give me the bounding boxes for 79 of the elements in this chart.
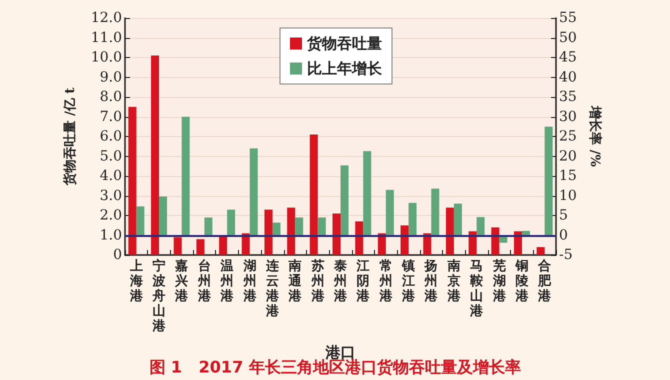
y2-tick-label: 35 <box>559 89 577 105</box>
x-tick-label: 温州港 <box>220 259 235 304</box>
legend-label: 货物吞吐量 <box>306 34 382 52</box>
y-tick-label: 7.0 <box>100 108 122 125</box>
bar <box>408 202 417 236</box>
y-tick-label: 11.0 <box>90 30 122 46</box>
y2-tick-label: 25 <box>559 128 577 144</box>
bar <box>544 126 553 236</box>
bar <box>363 151 372 236</box>
x-tick-label: 扬州港 <box>424 259 439 304</box>
bar <box>400 225 409 255</box>
bar <box>174 237 182 255</box>
y-tick-label: 6.0 <box>100 128 122 144</box>
y2-tick-label: 15 <box>559 168 577 184</box>
y2-tick-label: 0 <box>559 227 568 244</box>
bar <box>340 165 348 236</box>
y-tick-label: 1.0 <box>100 227 122 244</box>
y-tick-label: 5.0 <box>100 148 122 164</box>
y2-tick-label: 5 <box>559 208 568 224</box>
x-tick-label: 宁波舟山港 <box>152 258 167 334</box>
y2-tick-label: 10 <box>559 188 577 204</box>
y2-tick-label: 45 <box>559 50 577 66</box>
y-tick-label: 9.0 <box>100 69 122 86</box>
x-tick-label: 南京港 <box>446 259 462 304</box>
x-tick-label: 台州港 <box>196 258 212 304</box>
bar <box>310 134 318 255</box>
x-tick-label: 上海港 <box>128 259 144 304</box>
y-tick-label: 0 <box>113 247 122 263</box>
bar <box>151 56 160 255</box>
bar <box>423 233 432 255</box>
bar <box>264 210 272 255</box>
bar <box>242 233 250 255</box>
bar <box>476 217 485 236</box>
bar <box>536 247 545 255</box>
y2-tick-label: 40 <box>559 69 577 86</box>
x-tick-label: 苏州港 <box>310 259 326 304</box>
bar <box>128 106 136 255</box>
x-tick-label: 湖州港 <box>242 259 258 304</box>
bar <box>182 116 190 236</box>
legend-label: 比上年增长 <box>307 60 383 78</box>
bar <box>136 206 144 236</box>
y2-tick-label: 55 <box>559 10 577 26</box>
y-tick-label: 2.0 <box>100 208 122 224</box>
y2-tick-label: -5 <box>559 247 573 263</box>
bar <box>204 217 212 236</box>
x-tick-label: 泰州港 <box>333 259 348 304</box>
y-axis-title: 货物吞吐量 /亿 t <box>62 88 78 186</box>
bar <box>287 208 296 255</box>
x-tick-label: 常州港 <box>378 259 394 304</box>
y2-tick-label: 20 <box>559 148 577 164</box>
y-tick-label: 3.0 <box>100 188 122 204</box>
x-tick-label: 镇江港 <box>401 259 416 304</box>
y-tick-label: 10.0 <box>90 50 122 66</box>
y2-tick-label: 50 <box>559 30 577 46</box>
bar <box>196 239 204 255</box>
x-tick-label: 南通港 <box>288 259 303 304</box>
y2-axis-title: 增长率 /% <box>587 105 603 168</box>
x-tick-label: 芜湖港 <box>492 258 507 304</box>
x-tick-label: 马鞍山港 <box>469 259 484 319</box>
bar <box>272 222 280 236</box>
y2-tick-label: 30 <box>559 108 577 125</box>
bar <box>159 196 168 236</box>
bar <box>355 221 364 255</box>
y-tick-label: 4.0 <box>100 168 122 184</box>
bar <box>318 217 326 236</box>
bar <box>378 233 386 255</box>
bar <box>219 235 228 255</box>
x-tick-label: 连云港港 <box>264 259 280 319</box>
bar <box>250 148 258 236</box>
y-tick-label: 8.0 <box>100 89 122 105</box>
bar <box>386 190 394 236</box>
bar <box>491 227 500 255</box>
y-tick-label: 12.0 <box>90 10 122 26</box>
x-tick-label: 嘉兴港 <box>174 259 190 304</box>
x-tick-label: 江阴港 <box>356 259 371 304</box>
x-tick-label: 合肥港 <box>537 258 552 304</box>
bar <box>227 210 236 236</box>
bar <box>431 188 440 236</box>
x-tick-label: 铜陵港 <box>514 259 530 304</box>
